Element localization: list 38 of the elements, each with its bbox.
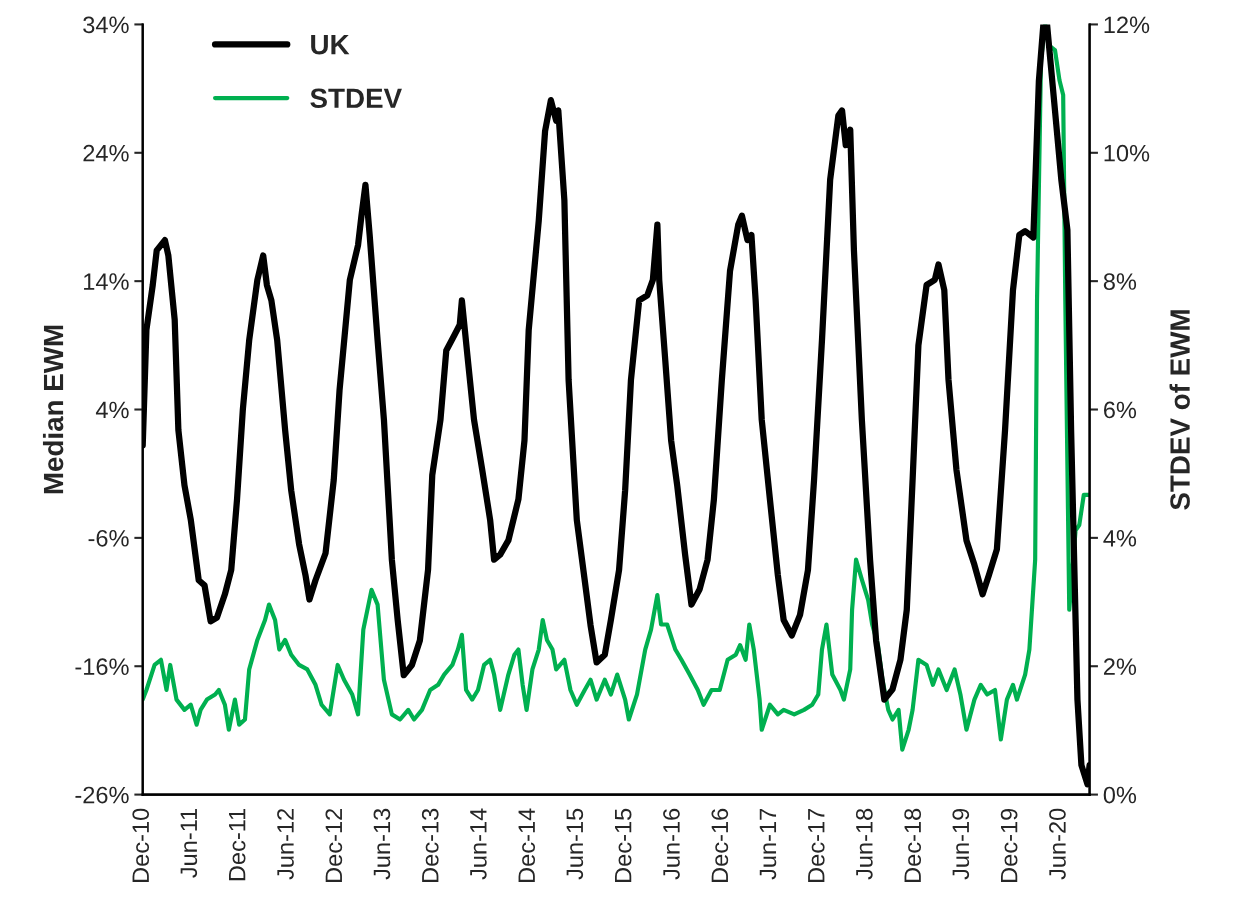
x-tick-label: Jun-20 bbox=[1049, 808, 1066, 880]
x-tick-label: Dec-15 bbox=[615, 808, 632, 882]
x-tick-label: Jun-19 bbox=[952, 808, 970, 880]
x-tick-label: Jun-11 bbox=[180, 808, 198, 878]
y2-tick-label: 0% bbox=[1103, 786, 1137, 804]
x-tick-label: Jun-15 bbox=[566, 808, 584, 880]
x-tick-label: Dec-16 bbox=[711, 808, 729, 882]
x-tick-label: Dec-10 bbox=[132, 808, 150, 882]
x-tick-label: Jun-14 bbox=[470, 808, 487, 880]
y2-tick-label: 12% bbox=[1104, 16, 1150, 34]
legend-label: UK bbox=[311, 35, 350, 55]
x-tick-label: Dec-17 bbox=[808, 808, 825, 882]
x-tick-label: Jun-18 bbox=[855, 808, 873, 880]
y2-axis-title: STDEV of EWM bbox=[1169, 310, 1190, 510]
y2-tick-label: 6% bbox=[1103, 401, 1137, 419]
y2-tick-label: 10% bbox=[1104, 144, 1150, 162]
x-tick-label: Dec-14 bbox=[518, 808, 536, 882]
legend-label: STDEV bbox=[310, 88, 402, 109]
y-tick-label: 34% bbox=[83, 16, 129, 34]
x-tick-label: Jun-12 bbox=[277, 808, 294, 880]
x-tick-label: Dec-12 bbox=[325, 808, 343, 882]
x-tick-label: Dec-18 bbox=[904, 808, 922, 882]
y-tick-label: -26% bbox=[75, 786, 129, 804]
y-tick-label: -6% bbox=[88, 529, 129, 547]
y-tick-label: 4% bbox=[95, 401, 129, 419]
y2-tick-label: 4% bbox=[1103, 530, 1137, 547]
y2-tick-label: 2% bbox=[1103, 658, 1137, 675]
x-tick-label: Dec-13 bbox=[421, 808, 439, 882]
y-tick-label: 24% bbox=[83, 144, 129, 162]
x-tick-label: Jun-13 bbox=[373, 808, 391, 880]
x-tick-label: Jun-17 bbox=[759, 808, 777, 880]
y2-tick-label: 8% bbox=[1103, 273, 1137, 290]
x-tick-label: Dec-11 bbox=[229, 808, 246, 881]
y-tick-label: 14% bbox=[84, 273, 129, 290]
x-tick-label: Jun-16 bbox=[663, 808, 680, 880]
y-tick-label: -16% bbox=[75, 658, 129, 676]
y-axis-title: Median EWM bbox=[42, 325, 64, 494]
x-tick-label: Dec-19 bbox=[1000, 808, 1018, 882]
